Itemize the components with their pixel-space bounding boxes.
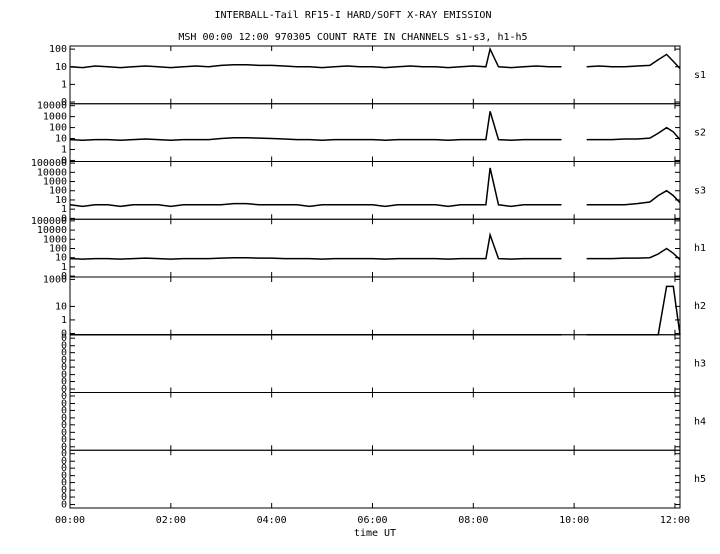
- y-tick-label: 0: [61, 377, 67, 388]
- series-name: s3: [694, 185, 706, 196]
- panel-frame: [69, 218, 681, 278]
- y-tick-label: 0: [61, 341, 67, 352]
- y-tick-label: 0: [61, 271, 67, 282]
- y-tick-label: 100: [49, 186, 67, 197]
- y-tick-label: 0: [61, 348, 67, 359]
- y-tick-label: 1: [61, 79, 67, 90]
- y-tick-label: 10000: [37, 167, 67, 178]
- y-tick-label: 0: [61, 456, 67, 467]
- series-name: h1: [694, 243, 706, 254]
- y-tick-label: 1000: [43, 234, 67, 245]
- series-name: h4: [694, 416, 706, 427]
- y-tick-label: 0: [61, 328, 67, 339]
- y-tick-label: 0: [61, 427, 67, 438]
- panel-frame: [69, 161, 681, 220]
- y-tick-label: 10: [55, 253, 67, 264]
- y-tick-label: 0: [61, 362, 67, 373]
- y-tick-label: 1: [61, 204, 67, 215]
- x-tick-label: 00:00: [55, 515, 85, 526]
- panel-frame: [69, 276, 681, 336]
- y-tick-label: 1000: [43, 274, 67, 285]
- y-tick-label: 0: [61, 391, 67, 402]
- y-tick-label: 0: [61, 463, 67, 474]
- series-name: h3: [694, 359, 706, 370]
- x-axis-label: time UT: [354, 528, 396, 539]
- y-tick-label: 0: [61, 155, 67, 166]
- x-tick-label: 12:00: [660, 515, 690, 526]
- chart-subtitle: MSH 00:00 12:00 970305 COUNT RATE IN CHA…: [178, 32, 527, 43]
- x-tick-label: 04:00: [257, 515, 287, 526]
- panel-frame: [69, 392, 681, 451]
- y-tick-label: 1: [61, 315, 67, 326]
- y-tick-label: 0: [61, 420, 67, 431]
- y-tick-label: 10: [55, 62, 67, 73]
- y-tick-label: 0: [61, 434, 67, 445]
- y-tick-label: 0: [61, 485, 67, 496]
- y-tick-label: 0: [61, 370, 67, 381]
- y-tick-label: 1: [61, 144, 67, 155]
- y-tick-label: 0: [61, 492, 67, 503]
- panel-frame: [69, 103, 681, 162]
- y-tick-label: 100: [49, 243, 67, 254]
- series-name: h5: [694, 474, 706, 485]
- chart-title: INTERBALL-Tail RF15-I HARD/SOFT X-RAY EM…: [215, 10, 492, 21]
- y-tick-label: 0: [61, 384, 67, 395]
- y-tick-label: 0: [61, 449, 67, 460]
- y-tick-label: 0: [61, 405, 67, 416]
- y-tick-label: 10000: [37, 225, 67, 236]
- y-tick-label: 0: [61, 213, 67, 224]
- y-tick-label: 1000: [43, 177, 67, 188]
- x-tick-label: 08:00: [458, 515, 488, 526]
- y-tick-label: 100000: [31, 158, 67, 169]
- y-tick-label: 1: [61, 262, 67, 273]
- panel-frame: [69, 45, 681, 105]
- data-line: [69, 167, 681, 208]
- x-tick-label: 06:00: [357, 515, 387, 526]
- y-tick-label: 0: [61, 500, 67, 511]
- panel-frame: [69, 334, 681, 393]
- series-name: s1: [694, 70, 706, 81]
- y-tick-label: 0: [61, 413, 67, 424]
- data-line: [70, 285, 681, 336]
- panel-frame: [69, 449, 681, 509]
- y-tick-label: 10: [55, 195, 67, 206]
- y-tick-label: 0: [61, 97, 67, 108]
- y-tick-label: 0: [61, 471, 67, 482]
- y-tick-label: 0: [61, 398, 67, 409]
- y-tick-label: 0: [61, 333, 67, 344]
- y-tick-label: 0: [61, 355, 67, 366]
- y-tick-label: 0: [61, 442, 67, 453]
- y-tick-label: 100000: [31, 216, 67, 227]
- y-tick-label: 100: [49, 44, 67, 55]
- y-tick-label: 0: [61, 478, 67, 489]
- y-tick-label: 100: [49, 123, 67, 134]
- data-line: [69, 231, 681, 261]
- x-tick-label: 10:00: [559, 515, 589, 526]
- y-tick-label: 10: [55, 301, 67, 312]
- y-tick-label: 10: [55, 134, 67, 145]
- y-tick-label: 10000: [37, 101, 67, 112]
- data-line: [69, 46, 681, 70]
- series-name: s2: [694, 128, 706, 139]
- x-tick-label: 02:00: [156, 515, 186, 526]
- series-name: h2: [694, 301, 706, 312]
- y-tick-label: 1000: [43, 112, 67, 123]
- data-line: [69, 111, 681, 141]
